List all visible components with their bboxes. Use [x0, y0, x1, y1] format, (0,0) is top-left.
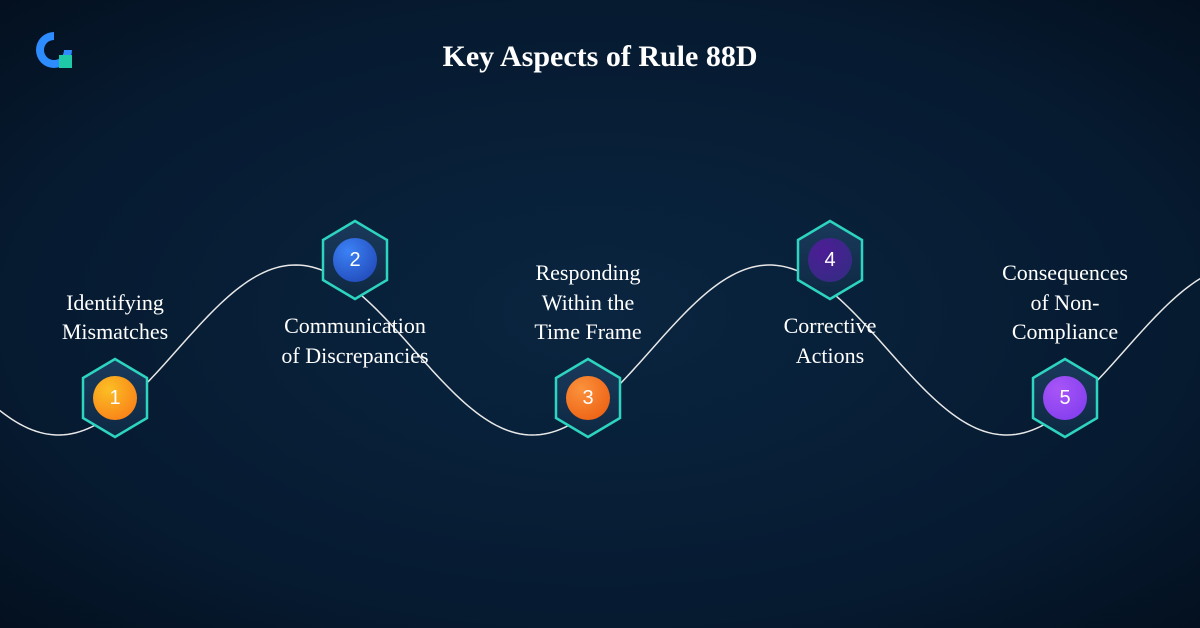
step-label: Consequencesof Non-Compliance — [955, 258, 1175, 347]
step-label: IdentifyingMismatches — [5, 288, 225, 347]
step-node-5: 5Consequencesof Non-Compliance — [1029, 357, 1101, 439]
step-number: 2 — [333, 238, 377, 282]
step-node-4: 4CorrectiveActions — [794, 219, 866, 301]
step-label: RespondingWithin theTime Frame — [478, 258, 698, 347]
step-number: 5 — [1043, 376, 1087, 420]
step-number: 4 — [808, 238, 852, 282]
hexagon-badge: 4 — [794, 219, 866, 301]
step-number: 1 — [93, 376, 137, 420]
step-label: Communicationof Discrepancies — [245, 311, 465, 370]
step-label: CorrectiveActions — [720, 311, 940, 370]
hexagon-badge: 2 — [319, 219, 391, 301]
hexagon-badge: 1 — [79, 357, 151, 439]
step-node-3: 3RespondingWithin theTime Frame — [552, 357, 624, 439]
step-number: 3 — [566, 376, 610, 420]
hexagon-badge: 3 — [552, 357, 624, 439]
step-node-1: 1IdentifyingMismatches — [79, 357, 151, 439]
hexagon-badge: 5 — [1029, 357, 1101, 439]
step-node-2: 2Communicationof Discrepancies — [319, 219, 391, 301]
